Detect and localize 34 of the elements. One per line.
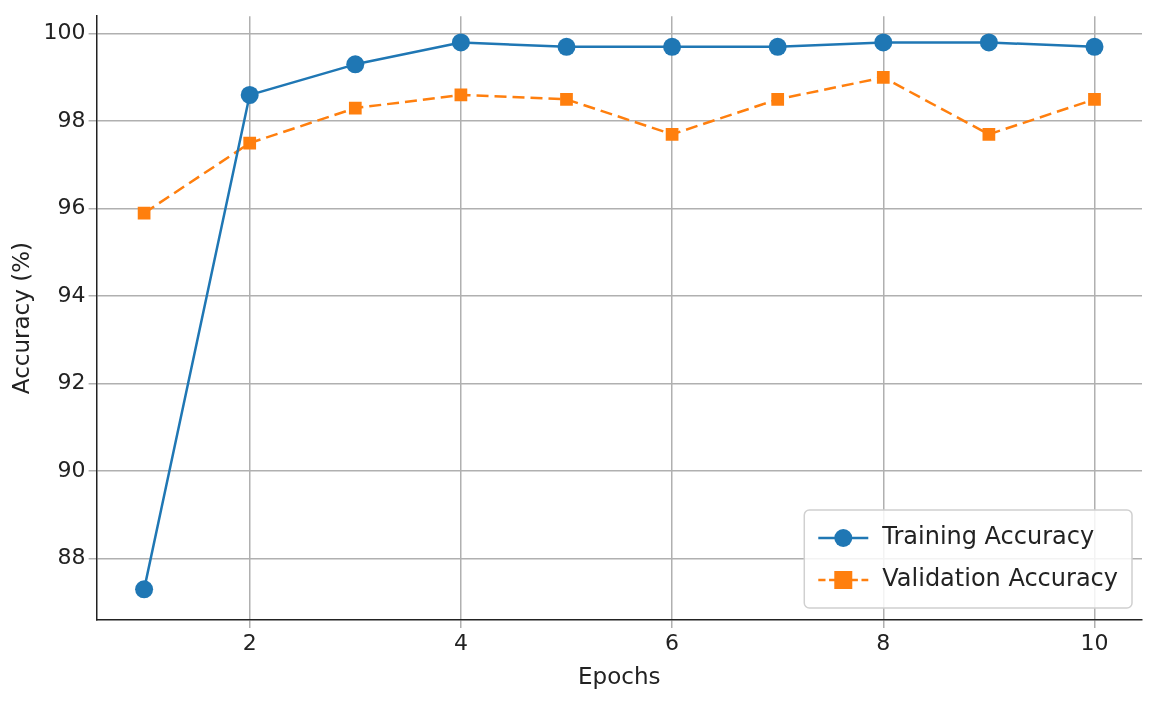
- point: [240, 85, 259, 104]
- point: [348, 101, 362, 115]
- point: [560, 92, 573, 106]
- x-axis-title: Epochs: [578, 663, 661, 690]
- y-tick-label: 96: [57, 194, 86, 220]
- y-tick-label: 94: [57, 281, 86, 307]
- x-tick-label: 4: [453, 629, 468, 655]
- point: [771, 92, 785, 106]
- y-tick-label: 88: [57, 544, 86, 570]
- y-tick-label: 92: [57, 369, 86, 395]
- legend-label: Validation Accuracy: [882, 564, 1119, 593]
- y-tick-label: 100: [43, 19, 86, 45]
- point: [768, 37, 787, 56]
- y-tick-label: 90: [57, 456, 86, 482]
- point: [346, 55, 365, 74]
- point: [665, 127, 679, 141]
- x-tick-label: 6: [665, 629, 680, 655]
- point: [1088, 92, 1101, 106]
- y-axis-title: Accuracy (%): [7, 242, 34, 395]
- point: [557, 37, 576, 56]
- point: [243, 136, 257, 150]
- point: [1085, 37, 1104, 56]
- point: [663, 37, 682, 56]
- point: [135, 580, 154, 599]
- y-tick-label: 98: [57, 106, 86, 132]
- x-tick-label: 2: [242, 629, 257, 655]
- point: [876, 71, 890, 84]
- x-tick-label: 10: [1080, 629, 1109, 655]
- x-tick-label: 8: [876, 629, 891, 655]
- point: [982, 127, 996, 141]
- point: [451, 33, 470, 52]
- legend-label: Training Accuracy: [881, 522, 1095, 551]
- point: [979, 33, 998, 52]
- point: [874, 33, 893, 52]
